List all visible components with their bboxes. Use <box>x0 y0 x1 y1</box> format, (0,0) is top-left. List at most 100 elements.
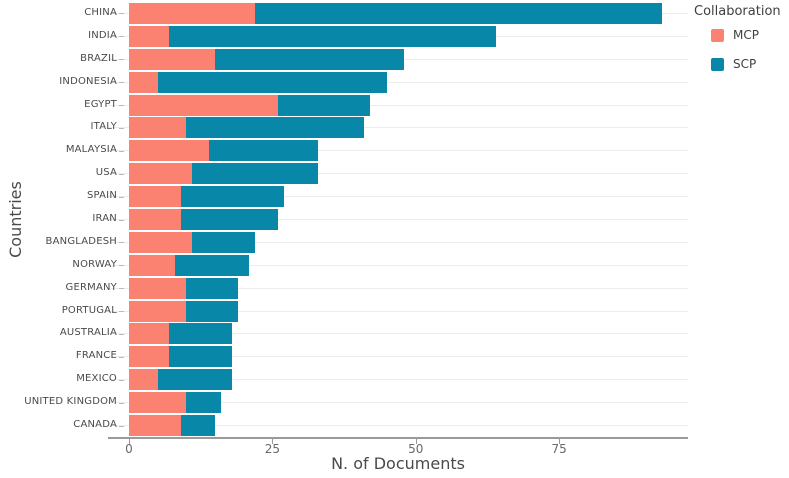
y-axis-tick <box>119 127 124 129</box>
category-gridline <box>108 264 688 266</box>
country-label: EGYPT <box>84 98 117 110</box>
country-label: USA <box>95 167 117 179</box>
legend-swatch-scp <box>711 57 724 71</box>
bar-segment-scp <box>157 71 388 93</box>
category-gridline <box>108 379 688 381</box>
category-gridline <box>108 241 688 243</box>
legend: Collaboration MCP SCP <box>694 4 789 86</box>
country-label: NORWAY <box>72 258 117 270</box>
country-label: AUSTRALIA <box>59 327 117 339</box>
x-axis-tick <box>272 439 274 444</box>
bar-segment-scp <box>169 25 497 47</box>
x-axis-line <box>108 437 688 439</box>
bar-segment-scp <box>255 2 663 24</box>
x-axis-tick-label: 25 <box>264 442 281 456</box>
y-axis-tick <box>119 150 124 152</box>
legend-item-scp[interactable]: SCP <box>711 57 789 71</box>
country-label: MALAYSIA <box>65 144 117 156</box>
bar-segment-scp <box>169 323 233 345</box>
x-axis-title: N. of Documents <box>331 454 465 473</box>
category-gridline <box>108 104 688 106</box>
bar-segment-mcp <box>129 346 170 368</box>
bar-segment-scp <box>192 231 256 253</box>
country-label: SPAIN <box>86 190 117 202</box>
category-gridline <box>108 356 688 358</box>
category-gridline <box>108 81 688 83</box>
bar-segment-scp <box>186 300 238 322</box>
country-label: UNITED KINGDOM <box>24 396 117 408</box>
country-label: MEXICO <box>76 373 117 385</box>
bar-segment-mcp <box>129 392 187 414</box>
bar-segment-mcp <box>129 2 256 24</box>
y-axis-tick <box>119 219 124 221</box>
bar-segment-mcp <box>129 71 158 93</box>
y-axis-tick <box>119 288 124 290</box>
bar-segment-mcp <box>129 163 193 185</box>
bar-segment-scp <box>174 254 250 276</box>
y-axis-tick <box>119 333 124 335</box>
bar-segment-scp <box>186 277 238 299</box>
bar-segment-scp <box>209 140 319 162</box>
bar-segment-mcp <box>129 209 181 230</box>
x-axis-tick-label: 0 <box>125 442 133 456</box>
category-gridline <box>108 219 688 220</box>
bar-segment-scp <box>186 392 221 414</box>
bar-segment-mcp <box>129 117 187 139</box>
country-label: GERMANY <box>65 281 117 293</box>
category-gridline <box>108 287 688 289</box>
country-label: IRAN <box>92 213 117 224</box>
bar-segment-scp <box>180 186 284 208</box>
country-label: CHINA <box>84 6 117 18</box>
bar-segment-mcp <box>129 415 181 437</box>
bar-segment-mcp <box>129 94 279 116</box>
country-label: ITALY <box>90 121 117 133</box>
country-label: PORTUGAL <box>61 304 117 316</box>
y-axis-tick <box>119 36 124 38</box>
legend-item-label: MCP <box>733 28 759 42</box>
bar-segment-scp <box>180 415 216 437</box>
bar-segment-mcp <box>129 254 175 276</box>
y-axis-tick <box>119 425 124 427</box>
category-gridline <box>108 310 688 312</box>
legend-title: Collaboration <box>694 4 781 19</box>
category-gridline <box>108 425 688 427</box>
country-label: INDIA <box>88 29 117 41</box>
bar-segment-scp <box>278 94 370 116</box>
country-label: BRAZIL <box>80 52 117 64</box>
y-axis-tick <box>119 265 124 267</box>
bar-segment-mcp <box>129 25 170 47</box>
x-axis-tick <box>415 439 417 444</box>
country-label: INDONESIA <box>59 75 117 87</box>
y-axis-tick <box>119 105 124 107</box>
bar-segment-mcp <box>129 140 210 162</box>
bar-segment-mcp <box>129 231 193 253</box>
bar-segment-scp <box>192 163 319 185</box>
country-label: CANADA <box>73 419 117 431</box>
country-label: FRANCE <box>75 350 117 362</box>
category-gridline <box>108 196 688 198</box>
legend-items: MCP SCP <box>694 28 789 71</box>
y-axis-tick <box>119 196 124 198</box>
category-gridline <box>108 127 688 129</box>
bar-segment-mcp <box>129 300 187 322</box>
bar-segment-scp <box>180 209 279 230</box>
legend-item-mcp[interactable]: MCP <box>711 28 789 42</box>
country-label: BANGLADESH <box>45 235 117 247</box>
bar-segment-scp <box>157 369 233 391</box>
y-axis-tick <box>119 13 124 15</box>
y-axis-tick <box>119 311 124 313</box>
category-gridline <box>108 173 688 175</box>
category-gridline <box>108 150 688 152</box>
y-axis-tick <box>119 82 124 84</box>
bar-segment-scp <box>215 48 405 70</box>
y-axis-tick <box>119 242 124 244</box>
category-gridline <box>108 402 688 404</box>
x-axis-tick-label: 50 <box>408 442 424 456</box>
category-gridline <box>108 333 688 335</box>
bar-segment-mcp <box>129 186 181 208</box>
x-axis-tick-label: 75 <box>551 442 567 456</box>
y-axis-tick <box>119 402 124 404</box>
legend-item-label: SCP <box>733 57 757 71</box>
y-axis-tick <box>119 173 124 175</box>
